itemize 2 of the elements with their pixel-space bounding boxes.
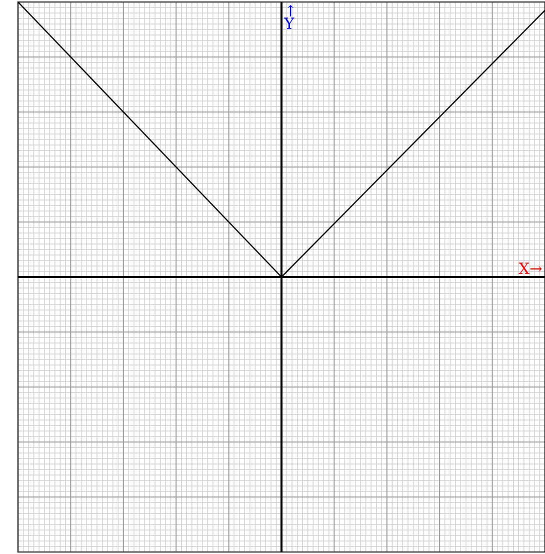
y-axis-title: ↑ Y bbox=[284, 5, 294, 29]
x-axis-title: X→ bbox=[518, 262, 542, 274]
